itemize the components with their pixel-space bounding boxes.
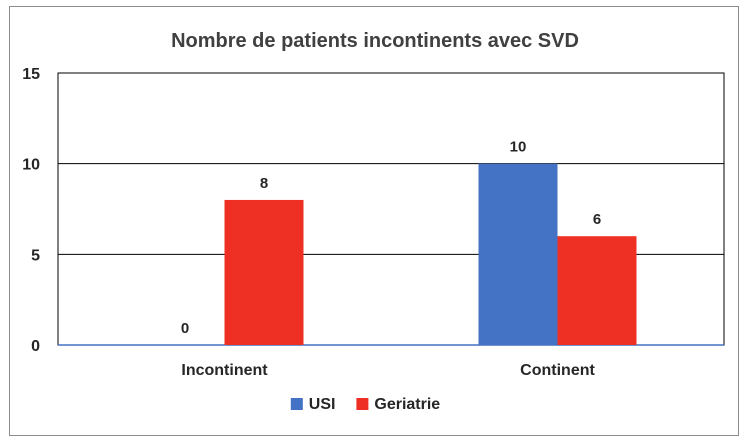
- legend-label: USI: [309, 396, 336, 413]
- data-label: 8: [260, 175, 268, 192]
- bars: [224, 163, 637, 345]
- bar-geriatrie-incontinent: [224, 199, 304, 345]
- bar-usi-continent: [478, 163, 558, 345]
- y-tick-label: 10: [22, 157, 40, 174]
- category-label: Incontinent: [181, 362, 268, 379]
- y-axis-ticks: 0 5 10 15: [22, 66, 40, 355]
- data-label: 10: [510, 139, 527, 156]
- y-tick-label: 15: [22, 66, 40, 83]
- bar-geriatrie-continent: [557, 236, 637, 345]
- legend: USI Geriatrie: [290, 396, 440, 413]
- data-label: 0: [181, 320, 189, 337]
- category-label: Continent: [520, 362, 595, 379]
- x-axis-categories: Incontinent Continent: [181, 362, 595, 379]
- y-tick-label: 0: [31, 338, 40, 355]
- chart-frame: [9, 6, 739, 436]
- data-labels: 0 8 10 6: [181, 139, 601, 337]
- legend-swatch: [290, 398, 303, 410]
- legend-swatch: [356, 398, 369, 410]
- chart-title: Nombre de patients incontinents avec SVD: [171, 30, 579, 52]
- y-tick-label: 5: [31, 247, 40, 264]
- legend-label: Geriatrie: [374, 396, 440, 413]
- data-label: 6: [593, 211, 601, 228]
